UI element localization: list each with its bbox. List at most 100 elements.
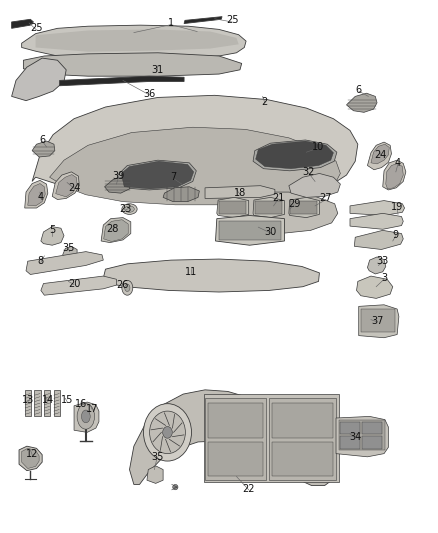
Polygon shape bbox=[74, 402, 99, 432]
Polygon shape bbox=[32, 95, 358, 204]
Text: 4: 4 bbox=[38, 192, 44, 203]
Polygon shape bbox=[117, 160, 196, 190]
Polygon shape bbox=[32, 141, 55, 157]
Polygon shape bbox=[336, 416, 389, 457]
Bar bbox=[340, 422, 360, 434]
Ellipse shape bbox=[173, 484, 178, 490]
Text: 24: 24 bbox=[69, 183, 81, 193]
Text: 6: 6 bbox=[39, 135, 45, 145]
Text: 37: 37 bbox=[371, 316, 383, 326]
Ellipse shape bbox=[125, 206, 134, 212]
Polygon shape bbox=[52, 172, 79, 199]
Text: 10: 10 bbox=[312, 142, 325, 152]
Text: 31: 31 bbox=[151, 65, 163, 75]
Bar bbox=[255, 200, 282, 214]
Bar bbox=[290, 200, 317, 214]
Ellipse shape bbox=[144, 403, 191, 461]
Bar bbox=[339, 419, 385, 450]
Polygon shape bbox=[49, 127, 340, 205]
Text: 5: 5 bbox=[49, 225, 55, 236]
Text: 16: 16 bbox=[75, 399, 88, 409]
Polygon shape bbox=[253, 197, 285, 217]
Polygon shape bbox=[289, 197, 319, 217]
Polygon shape bbox=[101, 217, 131, 243]
Text: 33: 33 bbox=[377, 256, 389, 266]
Text: 35: 35 bbox=[151, 452, 163, 462]
Text: 25: 25 bbox=[30, 23, 43, 34]
Text: 25: 25 bbox=[226, 15, 238, 26]
Text: 13: 13 bbox=[21, 395, 34, 406]
Polygon shape bbox=[350, 200, 405, 215]
Text: 14: 14 bbox=[42, 395, 54, 406]
Bar bbox=[362, 435, 382, 449]
Polygon shape bbox=[34, 390, 41, 416]
Bar bbox=[340, 435, 360, 449]
Polygon shape bbox=[367, 142, 392, 169]
Bar bbox=[208, 403, 263, 438]
Text: 21: 21 bbox=[272, 193, 284, 204]
Bar bbox=[219, 200, 246, 214]
Ellipse shape bbox=[150, 411, 185, 454]
Text: 9: 9 bbox=[393, 230, 399, 240]
Ellipse shape bbox=[122, 280, 133, 295]
Polygon shape bbox=[130, 390, 337, 486]
Polygon shape bbox=[204, 394, 339, 482]
Ellipse shape bbox=[125, 284, 130, 292]
Polygon shape bbox=[41, 276, 117, 295]
Bar bbox=[208, 442, 263, 477]
Text: 28: 28 bbox=[106, 224, 118, 235]
Polygon shape bbox=[56, 174, 77, 197]
Polygon shape bbox=[23, 53, 242, 76]
Polygon shape bbox=[25, 390, 31, 416]
Polygon shape bbox=[12, 19, 33, 28]
Text: 11: 11 bbox=[184, 267, 197, 277]
Text: 26: 26 bbox=[116, 280, 128, 290]
Text: 30: 30 bbox=[265, 227, 277, 237]
Ellipse shape bbox=[77, 403, 95, 429]
Polygon shape bbox=[21, 25, 246, 59]
Polygon shape bbox=[44, 390, 50, 416]
Polygon shape bbox=[253, 140, 337, 171]
Text: 8: 8 bbox=[38, 256, 44, 266]
Polygon shape bbox=[359, 305, 399, 338]
Polygon shape bbox=[346, 93, 377, 112]
Polygon shape bbox=[184, 17, 222, 23]
Text: 35: 35 bbox=[62, 243, 74, 253]
Bar bbox=[361, 309, 396, 333]
Text: 24: 24 bbox=[374, 150, 387, 160]
Text: 29: 29 bbox=[288, 199, 300, 209]
Polygon shape bbox=[60, 76, 184, 86]
Polygon shape bbox=[35, 29, 239, 52]
Polygon shape bbox=[350, 213, 403, 229]
Polygon shape bbox=[53, 390, 60, 416]
Polygon shape bbox=[26, 252, 103, 274]
Polygon shape bbox=[256, 141, 333, 168]
Text: 7: 7 bbox=[170, 172, 176, 182]
Text: 4: 4 bbox=[395, 158, 401, 168]
Ellipse shape bbox=[162, 426, 172, 438]
Text: 12: 12 bbox=[26, 449, 38, 458]
Bar bbox=[362, 422, 382, 434]
Polygon shape bbox=[383, 160, 406, 190]
Bar bbox=[272, 442, 332, 477]
Bar bbox=[272, 403, 332, 438]
Polygon shape bbox=[63, 246, 77, 259]
Polygon shape bbox=[147, 466, 163, 483]
Polygon shape bbox=[19, 446, 42, 471]
Text: 20: 20 bbox=[68, 279, 80, 288]
Text: 1: 1 bbox=[168, 18, 174, 28]
Polygon shape bbox=[289, 173, 340, 197]
Text: 15: 15 bbox=[61, 395, 73, 406]
Polygon shape bbox=[217, 197, 249, 217]
Ellipse shape bbox=[122, 204, 137, 214]
Polygon shape bbox=[234, 192, 338, 233]
Polygon shape bbox=[121, 161, 194, 189]
Bar bbox=[219, 221, 281, 240]
Text: 27: 27 bbox=[320, 193, 332, 204]
Polygon shape bbox=[41, 227, 64, 245]
Polygon shape bbox=[163, 187, 199, 201]
Text: 17: 17 bbox=[86, 404, 99, 414]
Polygon shape bbox=[354, 230, 403, 249]
Text: 19: 19 bbox=[391, 202, 403, 212]
Text: 23: 23 bbox=[119, 204, 131, 214]
